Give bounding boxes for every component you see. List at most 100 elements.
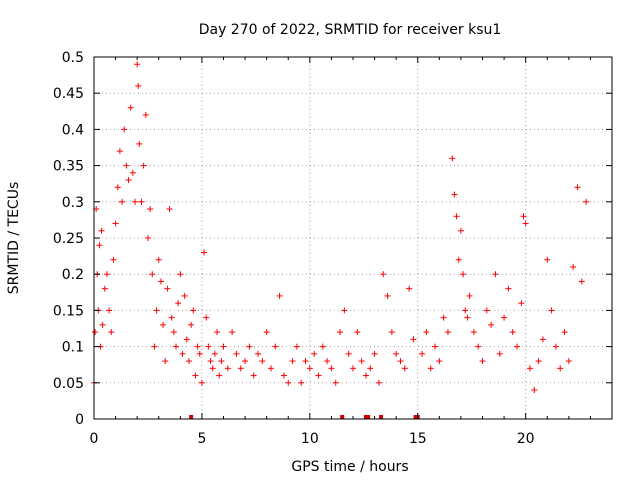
data-point bbox=[557, 365, 564, 372]
data-point bbox=[315, 372, 322, 379]
data-point bbox=[280, 372, 287, 379]
data-point bbox=[388, 329, 395, 336]
data-point bbox=[367, 365, 374, 372]
grid-lines bbox=[94, 57, 612, 419]
data-point bbox=[263, 329, 270, 336]
data-point bbox=[153, 307, 160, 314]
data-point bbox=[548, 307, 555, 314]
data-point bbox=[520, 213, 527, 220]
data-point bbox=[185, 358, 192, 365]
data-point bbox=[384, 292, 391, 299]
data-point bbox=[229, 329, 236, 336]
data-point bbox=[306, 365, 313, 372]
data-point bbox=[436, 358, 443, 365]
data-point bbox=[92, 329, 99, 336]
data-point bbox=[132, 198, 139, 205]
data-point bbox=[119, 198, 126, 205]
data-point bbox=[194, 343, 201, 350]
data-point bbox=[319, 343, 326, 350]
data-point bbox=[514, 343, 521, 350]
data-point bbox=[462, 307, 469, 314]
data-point bbox=[157, 278, 164, 285]
data-point bbox=[289, 358, 296, 365]
data-point bbox=[103, 271, 110, 278]
data-point bbox=[207, 358, 214, 365]
data-point bbox=[155, 256, 162, 263]
data-point bbox=[142, 111, 149, 118]
data-point bbox=[324, 358, 331, 365]
data-point bbox=[164, 285, 171, 292]
data-point bbox=[496, 350, 503, 357]
data-point bbox=[345, 350, 352, 357]
gap-marker bbox=[379, 415, 384, 419]
data-point bbox=[175, 300, 182, 307]
data-point bbox=[96, 242, 103, 249]
data-point bbox=[570, 263, 577, 270]
data-point bbox=[488, 321, 495, 328]
y-tick-label: 0.15 bbox=[53, 303, 84, 319]
data-point bbox=[419, 350, 426, 357]
data-point bbox=[224, 365, 231, 372]
data-point bbox=[173, 343, 180, 350]
data-point bbox=[358, 358, 365, 365]
data-point bbox=[401, 365, 408, 372]
data-point bbox=[432, 343, 439, 350]
data-point bbox=[177, 271, 184, 278]
data-point bbox=[151, 343, 158, 350]
y-tick-label: 0.2 bbox=[62, 267, 84, 283]
x-tick-label: 20 bbox=[517, 431, 535, 447]
plot-frame bbox=[93, 56, 613, 420]
data-point bbox=[114, 184, 121, 191]
data-point bbox=[201, 249, 208, 256]
x-tick-label: 0 bbox=[90, 431, 99, 447]
data-point bbox=[501, 314, 508, 321]
y-tick-label: 0.25 bbox=[53, 231, 84, 247]
data-point bbox=[121, 126, 128, 133]
data-point bbox=[475, 343, 482, 350]
data-point bbox=[179, 350, 186, 357]
data-point bbox=[380, 271, 387, 278]
data-points bbox=[91, 61, 590, 394]
data-point bbox=[218, 358, 225, 365]
data-point bbox=[535, 358, 542, 365]
y-tick-label: 0.35 bbox=[53, 159, 84, 175]
data-point bbox=[276, 292, 283, 299]
data-point bbox=[455, 256, 462, 263]
data-point bbox=[140, 162, 147, 169]
data-point bbox=[397, 358, 404, 365]
data-point bbox=[561, 329, 568, 336]
data-point bbox=[246, 343, 253, 350]
data-point bbox=[138, 198, 145, 205]
data-point bbox=[337, 329, 344, 336]
data-point bbox=[116, 148, 123, 155]
data-point bbox=[166, 206, 173, 213]
data-point bbox=[302, 358, 309, 365]
data-point bbox=[188, 321, 195, 328]
data-point bbox=[444, 329, 451, 336]
data-point bbox=[272, 343, 279, 350]
data-point bbox=[211, 350, 218, 357]
data-point bbox=[453, 213, 460, 220]
data-point bbox=[233, 350, 240, 357]
data-point bbox=[134, 61, 141, 68]
data-point bbox=[460, 271, 467, 278]
y-tick-label: 0.4 bbox=[62, 122, 84, 138]
data-point bbox=[108, 329, 115, 336]
data-point bbox=[479, 358, 486, 365]
data-point bbox=[209, 365, 216, 372]
data-point bbox=[110, 256, 117, 263]
gap-marker bbox=[363, 415, 368, 419]
data-point bbox=[170, 329, 177, 336]
data-point bbox=[135, 82, 142, 89]
data-point bbox=[149, 271, 156, 278]
gap-marker bbox=[366, 415, 371, 419]
data-point bbox=[583, 198, 590, 205]
x-tick-label: 5 bbox=[197, 431, 206, 447]
data-point bbox=[181, 292, 188, 299]
data-point bbox=[216, 372, 223, 379]
data-point bbox=[198, 379, 205, 386]
data-point bbox=[350, 365, 356, 372]
data-point bbox=[578, 278, 585, 285]
data-point bbox=[518, 300, 525, 307]
data-point bbox=[144, 235, 151, 241]
